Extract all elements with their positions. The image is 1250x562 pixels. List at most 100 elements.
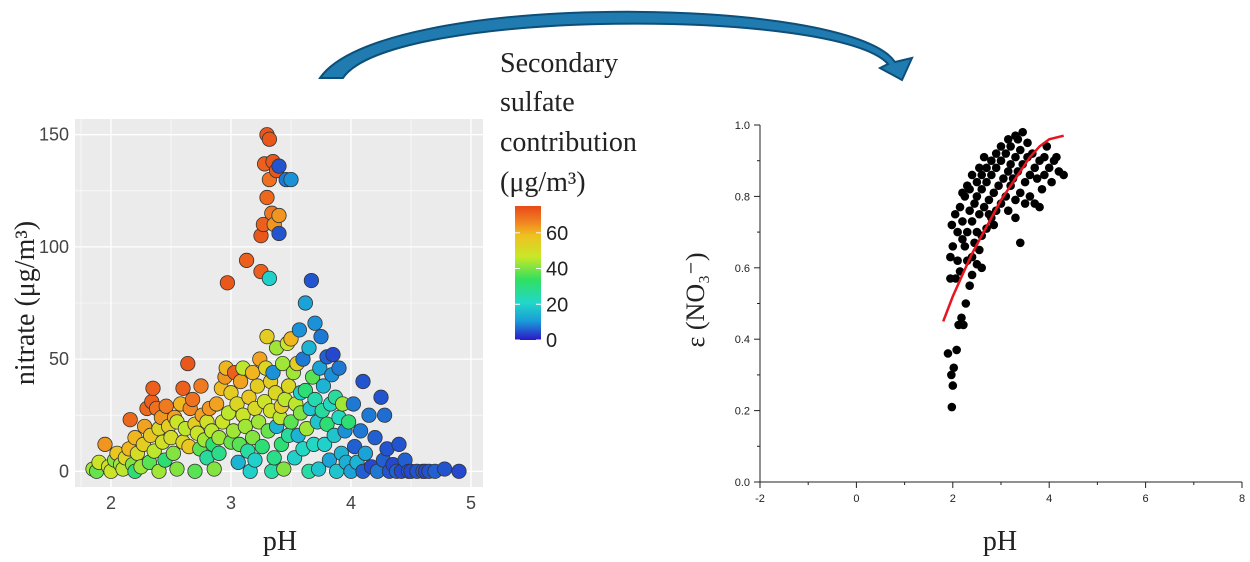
right-data-point bbox=[977, 263, 987, 273]
right-data-point bbox=[975, 245, 984, 255]
left-data-point bbox=[249, 378, 265, 394]
right-data-point bbox=[1040, 170, 1049, 180]
left-data-point bbox=[367, 430, 383, 446]
left-data-point bbox=[340, 414, 357, 430]
arrow-shape bbox=[318, 10, 914, 82]
right-y-axis-label: ε (NO₃⁻) bbox=[681, 252, 710, 347]
right-data-point bbox=[1015, 238, 1025, 248]
right-data-point bbox=[984, 195, 994, 205]
left-data-point bbox=[219, 275, 235, 291]
left-data-point bbox=[298, 421, 315, 437]
left-data-point bbox=[276, 461, 292, 477]
left-scatter-points bbox=[85, 127, 467, 479]
right-data-point bbox=[1030, 163, 1040, 173]
right-x-tick-label: 2 bbox=[950, 493, 956, 505]
right-data-point bbox=[965, 206, 974, 215]
right-data-point bbox=[1020, 199, 1030, 208]
left-data-point bbox=[187, 463, 203, 479]
left-data-point bbox=[169, 461, 185, 477]
right-data-point bbox=[965, 281, 974, 290]
left-data-point bbox=[206, 461, 222, 477]
left-data-point bbox=[193, 378, 209, 394]
right-data-point bbox=[1032, 174, 1042, 183]
left-data-point bbox=[247, 452, 263, 468]
right-data-point bbox=[958, 217, 967, 226]
right-x-tick-label: 6 bbox=[1143, 493, 1149, 505]
right-data-point bbox=[991, 163, 1001, 173]
right-data-point bbox=[958, 234, 967, 244]
right-data-point bbox=[1003, 206, 1013, 215]
colorbar: 0 20 40 60 bbox=[515, 206, 568, 352]
right-data-point bbox=[953, 256, 962, 265]
right-data-point bbox=[960, 242, 970, 251]
right-axes: -2 0 2 4 6 8 0.0 0.2 0.4 0.6 0.8 1.0 bbox=[735, 120, 1245, 505]
right-data-point bbox=[975, 163, 984, 173]
right-data-point bbox=[947, 402, 957, 412]
right-y-tick-label: 0.8 bbox=[735, 191, 750, 203]
right-data-point bbox=[979, 202, 989, 212]
left-data-point bbox=[319, 416, 335, 432]
left-data-point bbox=[271, 225, 287, 242]
right-data-point bbox=[952, 345, 961, 355]
colorbar-ticks: 0 20 40 60 bbox=[515, 223, 568, 352]
right-data-point bbox=[1011, 131, 1020, 141]
left-data-point bbox=[373, 389, 389, 405]
right-data-point bbox=[1042, 142, 1052, 151]
right-y-tick-label: 0.4 bbox=[735, 334, 750, 346]
right-data-point bbox=[987, 170, 996, 180]
right-chart: -2 0 2 4 6 8 0.0 0.2 0.4 0.6 0.8 1.0 pH ε (NO₃⁻) bbox=[681, 120, 1245, 557]
right-y-tick-label: 0.0 bbox=[735, 477, 750, 489]
annotation-line-1: Secondary bbox=[500, 48, 618, 79]
left-data-point bbox=[266, 450, 282, 466]
right-data-point bbox=[950, 209, 960, 219]
annotation-line-4: (μg/m³) bbox=[500, 167, 586, 198]
right-data-point bbox=[1047, 177, 1056, 187]
left-x-tick-label: 2 bbox=[106, 493, 116, 513]
left-x-tick-label: 5 bbox=[466, 493, 476, 513]
left-data-point bbox=[271, 207, 287, 224]
right-data-point bbox=[967, 217, 977, 226]
right-data-point bbox=[999, 174, 1008, 183]
right-data-point bbox=[1011, 195, 1020, 205]
left-data-point bbox=[259, 189, 275, 206]
right-data-point bbox=[1052, 152, 1061, 162]
right-data-point bbox=[955, 202, 965, 212]
annotation-block: Secondary sulfate contribution (μg/m³) bbox=[500, 48, 637, 198]
right-data-point bbox=[1015, 188, 1025, 198]
right-data-point bbox=[953, 227, 962, 237]
left-data-point bbox=[301, 340, 317, 356]
right-x-tick-label: 4 bbox=[1046, 493, 1052, 505]
right-x-tick-label: -2 bbox=[755, 493, 765, 505]
left-data-point bbox=[307, 315, 323, 331]
annotation-line-2: sulfate bbox=[500, 87, 575, 118]
right-data-point bbox=[979, 152, 989, 162]
left-y-tick-label: 0 bbox=[59, 461, 69, 481]
left-x-axis-label: pH bbox=[263, 526, 297, 557]
right-data-point bbox=[959, 320, 968, 330]
right-data-point bbox=[1003, 134, 1013, 144]
right-data-point bbox=[975, 209, 984, 219]
left-data-point bbox=[283, 171, 299, 188]
right-data-point bbox=[1023, 138, 1032, 148]
left-x-tick-label: 3 bbox=[226, 493, 236, 513]
left-data-point bbox=[261, 270, 277, 286]
left-data-point bbox=[261, 131, 277, 147]
left-data-point bbox=[346, 439, 363, 455]
right-data-point bbox=[948, 242, 958, 251]
right-data-point bbox=[1020, 177, 1030, 187]
left-data-point bbox=[254, 439, 270, 455]
right-data-point bbox=[1040, 152, 1049, 162]
left-y-tick-label: 100 bbox=[39, 237, 69, 257]
right-data-point bbox=[1037, 184, 1047, 194]
left-data-point bbox=[251, 414, 267, 430]
right-data-point bbox=[958, 188, 967, 198]
right-data-point bbox=[962, 227, 972, 237]
right-data-point bbox=[957, 313, 966, 323]
left-y-tick-label: 50 bbox=[49, 349, 69, 369]
left-data-point bbox=[303, 272, 319, 289]
right-data-point bbox=[961, 299, 971, 308]
right-data-point bbox=[970, 199, 979, 208]
right-data-point bbox=[947, 370, 956, 380]
